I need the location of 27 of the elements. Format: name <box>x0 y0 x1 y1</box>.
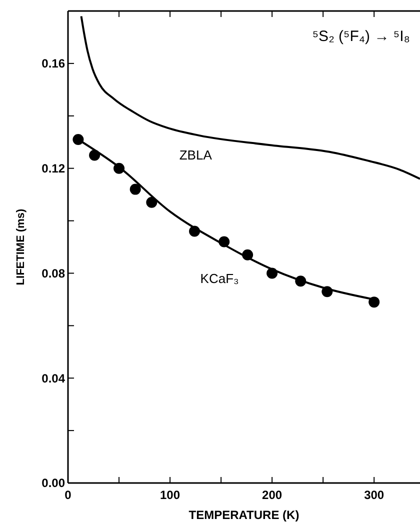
point <box>368 296 380 308</box>
y-axis-title: LIFETIME (ms) <box>15 208 27 286</box>
point <box>89 150 100 161</box>
x-tick-label: 100 <box>160 488 180 502</box>
y-tick-label: 0.16 <box>42 56 66 71</box>
point <box>146 196 158 208</box>
point <box>130 184 141 195</box>
point <box>266 268 278 279</box>
point <box>72 134 84 145</box>
x-tick-label: 200 <box>262 488 282 502</box>
point <box>242 249 254 260</box>
y-tick-label: 0.12 <box>42 162 66 176</box>
x-tick-label: 300 <box>364 488 384 502</box>
point <box>114 162 125 174</box>
x-axis-title: TEMPERATURE (K) <box>188 508 300 522</box>
point <box>218 236 230 248</box>
series-label: ZBLA <box>179 148 212 163</box>
series-label: KCaF₃ <box>200 270 239 286</box>
x-tick-label: 0 <box>64 488 72 502</box>
line-series <box>80 15 420 180</box>
y-tick-label: 0.00 <box>42 476 66 490</box>
y-tick-label: 0.04 <box>42 371 66 386</box>
text: ⁵S₂ (⁵F₄) → ⁵I₈ <box>312 28 410 45</box>
point <box>189 226 200 237</box>
point <box>322 286 333 298</box>
y-tick-label: 0.08 <box>42 266 66 280</box>
point <box>295 276 306 287</box>
